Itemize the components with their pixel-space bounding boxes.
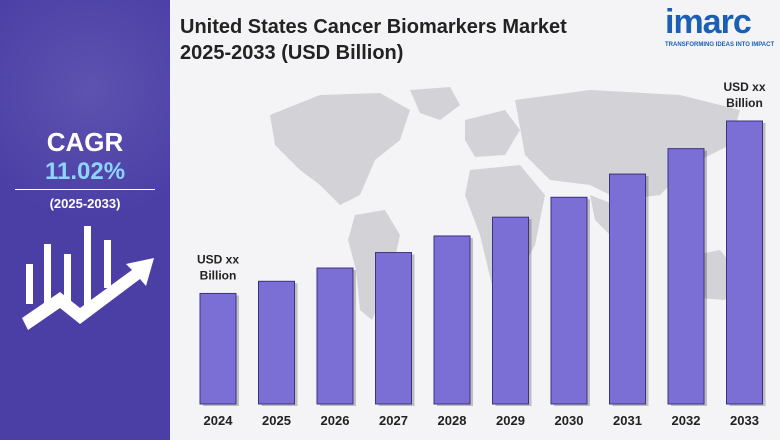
bar-growth-arrow-icon <box>22 226 154 330</box>
bar-annotation: Billion <box>726 96 763 110</box>
chart-area: United States Cancer Biomarkers Market 2… <box>170 0 780 440</box>
bar-annotation: USD xx <box>197 252 239 266</box>
logo-wordmark: imarc <box>665 3 752 41</box>
chart-title-line2: 2025-2033 (USD Billion) <box>180 42 404 64</box>
bar-2029 <box>492 216 529 405</box>
cagr-period: (2025-2033) <box>49 196 121 211</box>
bar-2026 <box>316 267 354 405</box>
cagr-panel: CAGR 11.02% (2025-2033) <box>0 0 170 440</box>
x-tick-label: 2026 <box>321 413 350 428</box>
x-tick-label: 2029 <box>496 413 525 428</box>
x-tick-label: 2032 <box>672 413 701 428</box>
x-tick-label: 2033 <box>730 413 759 428</box>
bar-annotation: USD xx <box>723 80 765 94</box>
x-tick-label: 2025 <box>262 413 291 428</box>
cagr-divider <box>15 189 155 190</box>
chart-title-line1: United States Cancer Biomarkers Market <box>180 16 567 38</box>
cagr-value: 11.02% <box>44 158 126 185</box>
x-tick-label: 2030 <box>555 413 584 428</box>
x-tick-label: 2027 <box>379 413 408 428</box>
bar-2032 <box>667 148 705 405</box>
bar-2025 <box>258 280 295 405</box>
bar-2030 <box>550 196 588 405</box>
panel-highlight <box>0 0 170 220</box>
logo-tagline: TRANSFORMING IDEAS INTO IMPACT <box>665 42 775 48</box>
chart-title: United States Cancer Biomarkers Market 2… <box>180 14 640 66</box>
bar-2024 <box>199 292 237 405</box>
bar-annotation: Billion <box>200 268 237 282</box>
x-tick-label: 2031 <box>613 413 642 428</box>
bar-2027 <box>375 252 412 405</box>
cagr-label: CAGR <box>46 127 124 157</box>
bar-chart: 2024 2025 2026 2027 2028 2029 2030 2031 2032 2033… <box>197 80 766 428</box>
x-tick-label: 2024 <box>204 413 234 428</box>
bar-2031 <box>609 173 646 405</box>
bar-2033 <box>726 120 763 405</box>
bar-2028 <box>433 235 471 405</box>
x-tick-label: 2028 <box>438 413 467 428</box>
imarc-logo: imarc TRANSFORMING IDEAS INTO IMPACT <box>665 3 780 50</box>
